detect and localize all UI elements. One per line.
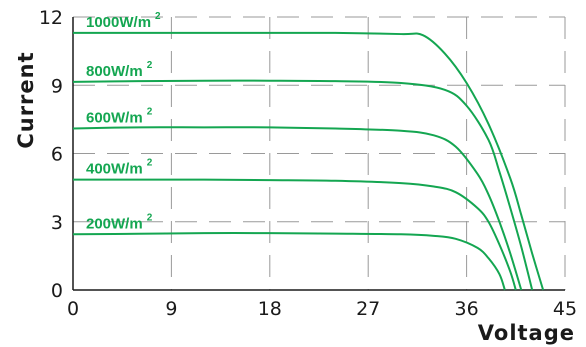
grid [73, 16, 566, 290]
x-tick-label: 9 [165, 298, 177, 320]
series-label: 1000W/m 2 [86, 11, 161, 31]
y-tick-label: 12 [39, 7, 63, 29]
series-label: 400W/m 2 [86, 158, 153, 178]
x-axis-title: Voltage [478, 321, 575, 345]
x-tick-label: 0 [67, 298, 79, 320]
series-label: 600W/m 2 [86, 106, 153, 126]
x-tick-label: 27 [356, 298, 380, 320]
series-line [73, 31, 545, 291]
x-tick-label: 18 [258, 298, 282, 320]
axes [72, 17, 565, 291]
y-axis-title: Current [14, 51, 38, 148]
series-label: 200W/m 2 [86, 212, 153, 232]
curve-labels: 1000W/m 2 800W/m 2 600W/m 2 400W/m 2 200W/m 2 [86, 11, 161, 232]
x-tick-label: 45 [553, 298, 577, 320]
series-line [72, 79, 534, 291]
y-tick-label: 6 [51, 144, 63, 166]
y-tick-label: 3 [51, 212, 63, 234]
series-label: 800W/m 2 [86, 60, 153, 80]
y-tick-label: 9 [51, 75, 63, 97]
series-line [72, 178, 517, 291]
x-tick-label: 36 [455, 298, 479, 320]
curves [72, 31, 545, 291]
y-tick-label: 0 [51, 280, 63, 302]
series-line [72, 232, 506, 291]
series-line [72, 126, 523, 291]
